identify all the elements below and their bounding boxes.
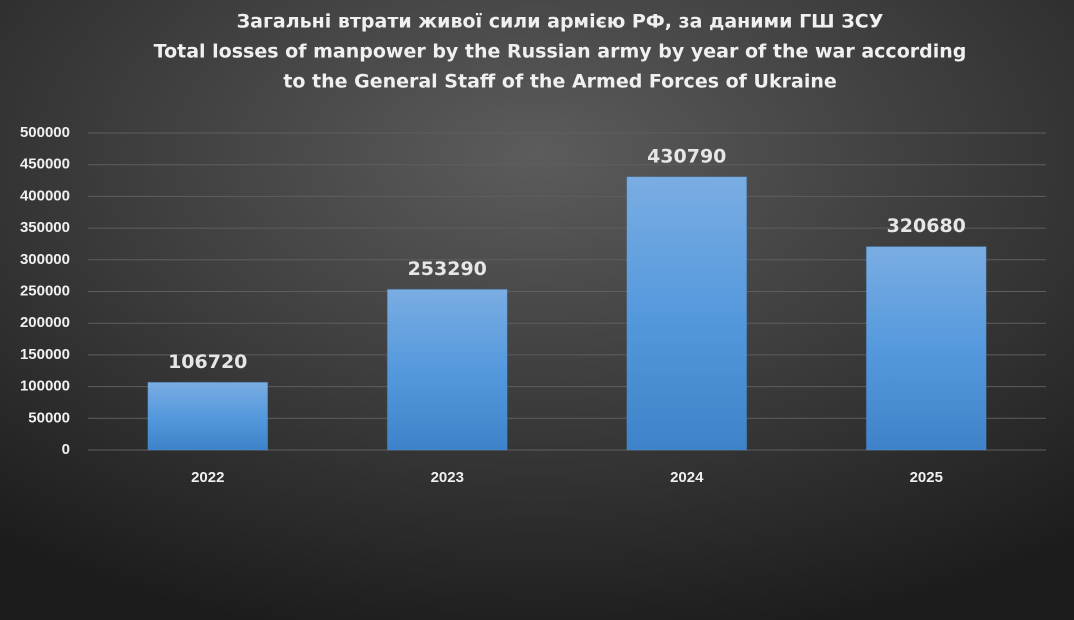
y-tick-label: 450000 xyxy=(20,156,70,173)
y-tick-label: 50000 xyxy=(28,409,70,426)
y-tick-label: 400000 xyxy=(20,187,70,204)
data-label: 253290 xyxy=(408,258,487,280)
bar xyxy=(626,176,748,451)
bar xyxy=(386,288,508,451)
x-tick-label: 2024 xyxy=(670,469,704,486)
bar xyxy=(865,246,987,451)
y-tick-label: 300000 xyxy=(20,251,70,268)
x-tick-label: 2025 xyxy=(910,469,943,486)
chart-title: Загальні втрати живої сили армією РФ, за… xyxy=(237,11,884,33)
y-tick-label: 200000 xyxy=(20,314,70,331)
y-tick-label: 500000 xyxy=(20,124,70,141)
data-label: 430790 xyxy=(647,145,726,167)
chart-title: Total losses of manpower by the Russian … xyxy=(154,41,967,63)
x-tick-label: 2023 xyxy=(431,469,464,486)
chart-title: to the General Staff of the Armed Forces… xyxy=(283,71,837,93)
y-tick-label: 350000 xyxy=(20,219,70,236)
y-tick-label: 0 xyxy=(62,441,70,458)
y-tick-label: 100000 xyxy=(20,378,70,395)
data-label: 320680 xyxy=(887,215,966,237)
data-label: 106720 xyxy=(168,351,247,373)
bar xyxy=(147,381,269,451)
y-tick-label: 250000 xyxy=(20,282,70,299)
y-tick-label: 150000 xyxy=(20,346,70,363)
x-tick-label: 2022 xyxy=(191,469,224,486)
